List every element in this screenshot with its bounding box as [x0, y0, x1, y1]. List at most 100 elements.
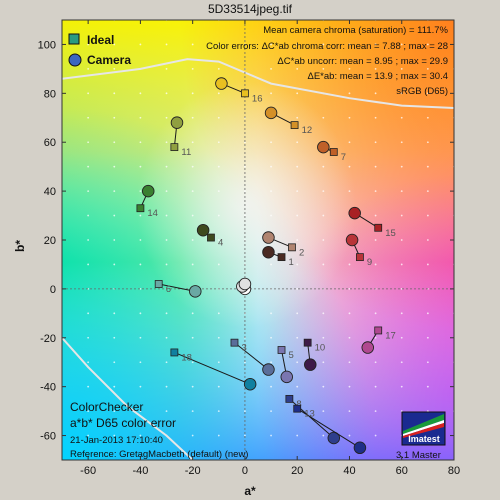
grid-dot — [191, 239, 194, 241]
camera-marker-7 — [317, 140, 330, 154]
patch-label-7: 7 — [341, 152, 346, 163]
plot-background — [62, 20, 454, 460]
patch-label-2: 2 — [299, 247, 304, 258]
grid-dot — [191, 214, 194, 217]
caption-date: 21-Jan-2013 17:10:40 — [70, 435, 163, 446]
error-statistics: Mean camera chroma (saturation) = 111.7%… — [206, 25, 448, 97]
grid-dot — [270, 141, 272, 144]
caption-subtitle: a*b* D65 color error — [70, 416, 176, 430]
grid-dot — [139, 239, 142, 241]
grid-dot — [296, 214, 299, 217]
x-axis-ticks: -60 -40 -20 0 20 40 60 80 — [80, 20, 460, 477]
y-tick-label: -60 — [40, 431, 56, 443]
grid-dot — [165, 361, 168, 364]
grid-dot — [348, 361, 351, 364]
grid-dot — [113, 312, 116, 315]
grid-dot — [217, 116, 220, 119]
grid-dot — [270, 385, 272, 388]
ideal-marker-13 — [293, 404, 302, 413]
grid-dot — [374, 190, 377, 193]
grid-dot — [113, 43, 116, 46]
grid-dot — [244, 214, 246, 217]
camera-marker-11 — [170, 116, 184, 129]
grid-dot — [296, 239, 299, 241]
grid-dot — [322, 336, 325, 339]
grid-dot — [165, 116, 168, 119]
camera-marker-9 — [345, 233, 359, 247]
ideal-marker-15 — [374, 223, 383, 232]
grid-dot — [322, 385, 325, 388]
grid-dot — [348, 336, 351, 339]
grid-dot — [139, 141, 142, 144]
patch-label-18: 18 — [181, 352, 192, 363]
grid-dot — [296, 361, 299, 364]
grid-dot — [113, 67, 116, 70]
grid-dot — [348, 190, 351, 193]
y-axis-label: b* — [13, 240, 27, 252]
info-line-delta-e: ΔE*ab: mean = 13.9 ; max = 30.4 — [308, 71, 449, 82]
x-tick-label: -40 — [132, 465, 148, 477]
grid-dot — [244, 410, 246, 413]
grid-dot — [296, 141, 299, 144]
grid-dot — [165, 385, 168, 388]
grid-dot — [374, 336, 377, 339]
x-tick-label: 0 — [242, 465, 248, 477]
grid-dot — [217, 165, 220, 168]
grid-dot — [348, 67, 351, 70]
grid-dot — [400, 287, 403, 290]
grid-dot — [322, 165, 325, 168]
caption-reference: Reference: GretagMacbeth (default) (new) — [70, 449, 248, 460]
grid-dot — [426, 312, 429, 315]
y-tick-label: 60 — [44, 137, 56, 149]
y-tick-label: -40 — [40, 382, 56, 394]
info-line-uncorr: ΔC*ab uncorr: mean = 8.95 ; max = 29.9 — [277, 56, 448, 67]
caption-colorchecker: ColorChecker — [70, 400, 143, 414]
ideal-marker-2 — [288, 243, 296, 252]
grid-dot — [113, 190, 116, 193]
grid-dot — [348, 410, 351, 413]
grid-dot — [191, 434, 194, 437]
grid-dot — [191, 190, 194, 193]
patch-label-12: 12 — [302, 125, 313, 136]
grid-dot — [191, 336, 194, 339]
grid-dot — [87, 92, 90, 95]
grid-dot — [426, 67, 429, 70]
grid-dot — [322, 361, 325, 364]
chart-caption: ColorChecker a*b* D65 color error 21-Jan… — [70, 400, 248, 460]
grid-dot — [217, 312, 220, 315]
grid-dot — [165, 312, 168, 315]
grid-dot — [217, 336, 220, 339]
grid-dot — [217, 239, 220, 241]
ideal-marker-14 — [136, 204, 145, 213]
grid-dot — [191, 410, 194, 413]
error-line-3 — [234, 342, 269, 370]
grid-dot — [270, 92, 272, 95]
grid-dot — [270, 263, 272, 266]
grid-dot — [87, 263, 90, 266]
grid-dot — [374, 410, 377, 413]
patch-label-6: 6 — [166, 284, 171, 295]
grid-dot — [374, 165, 377, 168]
x-tick-label: 60 — [396, 465, 408, 477]
legend-camera-label: Camera — [87, 53, 131, 67]
ideal-marker-9 — [356, 253, 364, 262]
grid-dot — [191, 361, 194, 364]
grid-dot — [426, 336, 429, 339]
legend: Ideal Camera — [68, 33, 131, 67]
grid-dot — [296, 263, 299, 266]
grid-dot — [400, 336, 403, 339]
grid-dot — [165, 92, 168, 95]
grid-dot — [139, 190, 142, 193]
grid-dot — [191, 385, 194, 388]
ideal-marker-1 — [277, 253, 286, 262]
neutral-marker — [238, 277, 252, 291]
grid-dot — [113, 336, 116, 339]
grid-dot — [165, 410, 168, 413]
grid-dot — [400, 312, 403, 315]
grid-dot — [270, 410, 272, 413]
grid-dot — [348, 385, 351, 388]
grid-dot — [322, 263, 325, 266]
grid-dot — [348, 263, 351, 266]
grid-dot — [374, 67, 377, 70]
